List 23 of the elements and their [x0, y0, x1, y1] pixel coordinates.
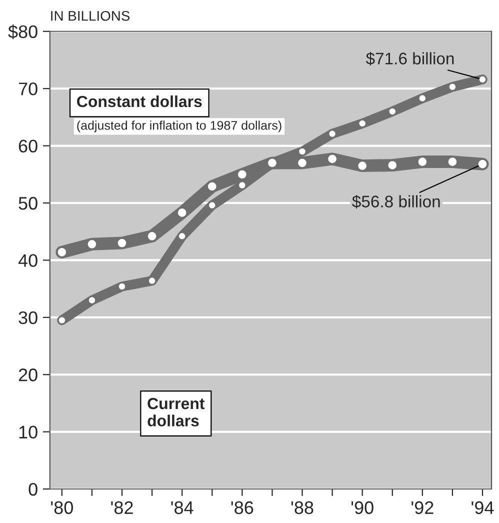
y-tick-label: 0 [28, 482, 38, 496]
y-axis-title: IN BILLIONS [51, 10, 130, 21]
x-tick-label: '84 [171, 501, 194, 514]
y-tick-label: 50 [18, 196, 38, 210]
text: Constant dollars [77, 95, 202, 108]
y-tick-label: 70 [18, 82, 38, 96]
x-tick-label: '94 [472, 501, 494, 514]
x-tick-label: '90 [351, 501, 374, 514]
annotation: (adjusted for inflation to 1987 dollars) [77, 120, 282, 132]
y-tick-label: 30 [18, 311, 38, 324]
data-label: $56.8 billion [352, 194, 440, 208]
y-tick-label: 20 [18, 368, 38, 382]
text: Current dollars [148, 398, 205, 426]
y-tick-label: $80 [8, 24, 38, 40]
data-label: $71.6 billion [366, 52, 454, 66]
y-tick-label: 40 [18, 254, 38, 267]
x-tick-label: '86 [231, 501, 254, 514]
x-tick-label: '82 [111, 501, 133, 514]
y-tick-label: 10 [19, 426, 38, 439]
x-tick-label: '92 [412, 501, 434, 514]
x-tick-label: '88 [291, 501, 314, 514]
x-tick-label: '80 [51, 501, 73, 514]
y-tick-label: 60 [18, 140, 38, 153]
